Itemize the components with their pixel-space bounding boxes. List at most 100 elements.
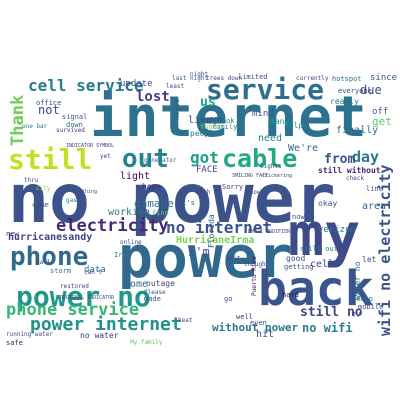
word: We're xyxy=(288,143,319,154)
word: made xyxy=(144,295,161,303)
word: let xyxy=(362,255,377,264)
word: no water xyxy=(80,331,119,340)
word: survived xyxy=(56,127,85,134)
word: lights xyxy=(260,163,282,170)
word: people xyxy=(190,129,219,138)
word: currently xyxy=(296,75,329,82)
word: go xyxy=(224,295,233,303)
word: much xyxy=(196,189,211,196)
word: not xyxy=(38,103,60,117)
word: INDICATOR SYMBOL xyxy=(66,143,115,149)
word: internet xyxy=(90,85,368,150)
word: line xyxy=(366,185,383,193)
word: mind xyxy=(252,109,274,119)
word: running water xyxy=(6,331,53,338)
word: heat xyxy=(178,317,193,324)
word: still without xyxy=(318,166,381,175)
word: limited xyxy=(238,73,268,81)
word: even xyxy=(250,319,267,327)
word: new xyxy=(6,230,19,238)
word: power no xyxy=(16,280,151,313)
word: got xyxy=(190,148,219,167)
word: without power xyxy=(212,321,299,334)
word: phone xyxy=(10,242,89,272)
word: REGIONAL INDICATOR xyxy=(60,295,115,301)
word: really xyxy=(330,97,359,106)
word: everyone xyxy=(338,87,372,95)
word: ok xyxy=(226,117,235,125)
word: cell service xyxy=(28,76,144,95)
word: Nothing xyxy=(76,189,98,195)
word: need xyxy=(258,133,283,144)
word: know xyxy=(246,189,261,196)
word: from xyxy=(324,152,356,167)
word: thru xyxy=(24,177,39,184)
word: gas xyxy=(66,197,77,204)
word: live xyxy=(188,115,213,126)
word: last night xyxy=(172,75,209,82)
word: help xyxy=(284,121,304,130)
word: one bar xyxy=(22,123,48,130)
word: lost xyxy=(136,89,170,105)
word: day xyxy=(352,148,380,166)
word: can't xyxy=(84,269,103,276)
word: many xyxy=(270,117,290,126)
word: data xyxy=(84,265,106,275)
word: FACE xyxy=(196,165,218,175)
word: since xyxy=(370,73,398,83)
word: cell xyxy=(310,259,335,270)
word: off xyxy=(372,107,389,117)
word: us xyxy=(200,95,216,110)
word: phone service xyxy=(6,300,140,320)
word: power internet xyxy=(30,314,182,335)
word: fine xyxy=(152,209,169,217)
word: TV xyxy=(352,311,361,319)
word: keep xyxy=(356,295,373,303)
word: generator xyxy=(144,157,177,164)
word: update xyxy=(120,79,153,89)
word: come xyxy=(32,201,49,209)
word: one xyxy=(210,115,223,123)
word: family xyxy=(212,123,238,131)
word: Florida xyxy=(207,214,216,248)
word: getting xyxy=(284,263,314,271)
word: yet xyxy=(100,153,111,160)
word: light xyxy=(120,171,151,182)
word: no internet xyxy=(166,218,272,237)
word: hard xyxy=(282,291,299,299)
word: Irma xyxy=(114,251,131,259)
word: good xyxy=(286,254,306,263)
word: back xyxy=(258,261,374,317)
word: least xyxy=(166,83,185,90)
word: no wifi xyxy=(302,321,353,335)
word: still no xyxy=(300,305,363,320)
word: cable xyxy=(222,144,298,173)
word: signal xyxy=(62,113,88,121)
word: though xyxy=(244,261,266,268)
word: I'm xyxy=(188,245,210,259)
word: check xyxy=(346,175,365,182)
word: Please xyxy=(144,289,166,296)
word: food xyxy=(200,123,217,131)
word: get xyxy=(372,115,392,128)
word: Sorry xyxy=(222,183,244,191)
word: It's xyxy=(178,199,195,207)
word: no power xyxy=(8,160,336,239)
word: storm xyxy=(50,267,72,275)
word: damage xyxy=(134,197,174,210)
word: night xyxy=(190,71,209,78)
word: finally xyxy=(336,125,379,136)
word: city xyxy=(36,185,51,192)
word: out xyxy=(122,144,169,174)
word: hurricanesandy xyxy=(8,232,93,243)
word: okay xyxy=(318,199,338,208)
word: My family xyxy=(130,339,163,346)
word: call xyxy=(36,259,51,266)
word: hit xyxy=(256,329,275,340)
word: safe xyxy=(6,339,23,347)
word: now xyxy=(292,213,305,221)
word: outage xyxy=(146,279,175,288)
word: SMILING FACE xyxy=(232,173,269,179)
word: Thank xyxy=(8,94,28,146)
